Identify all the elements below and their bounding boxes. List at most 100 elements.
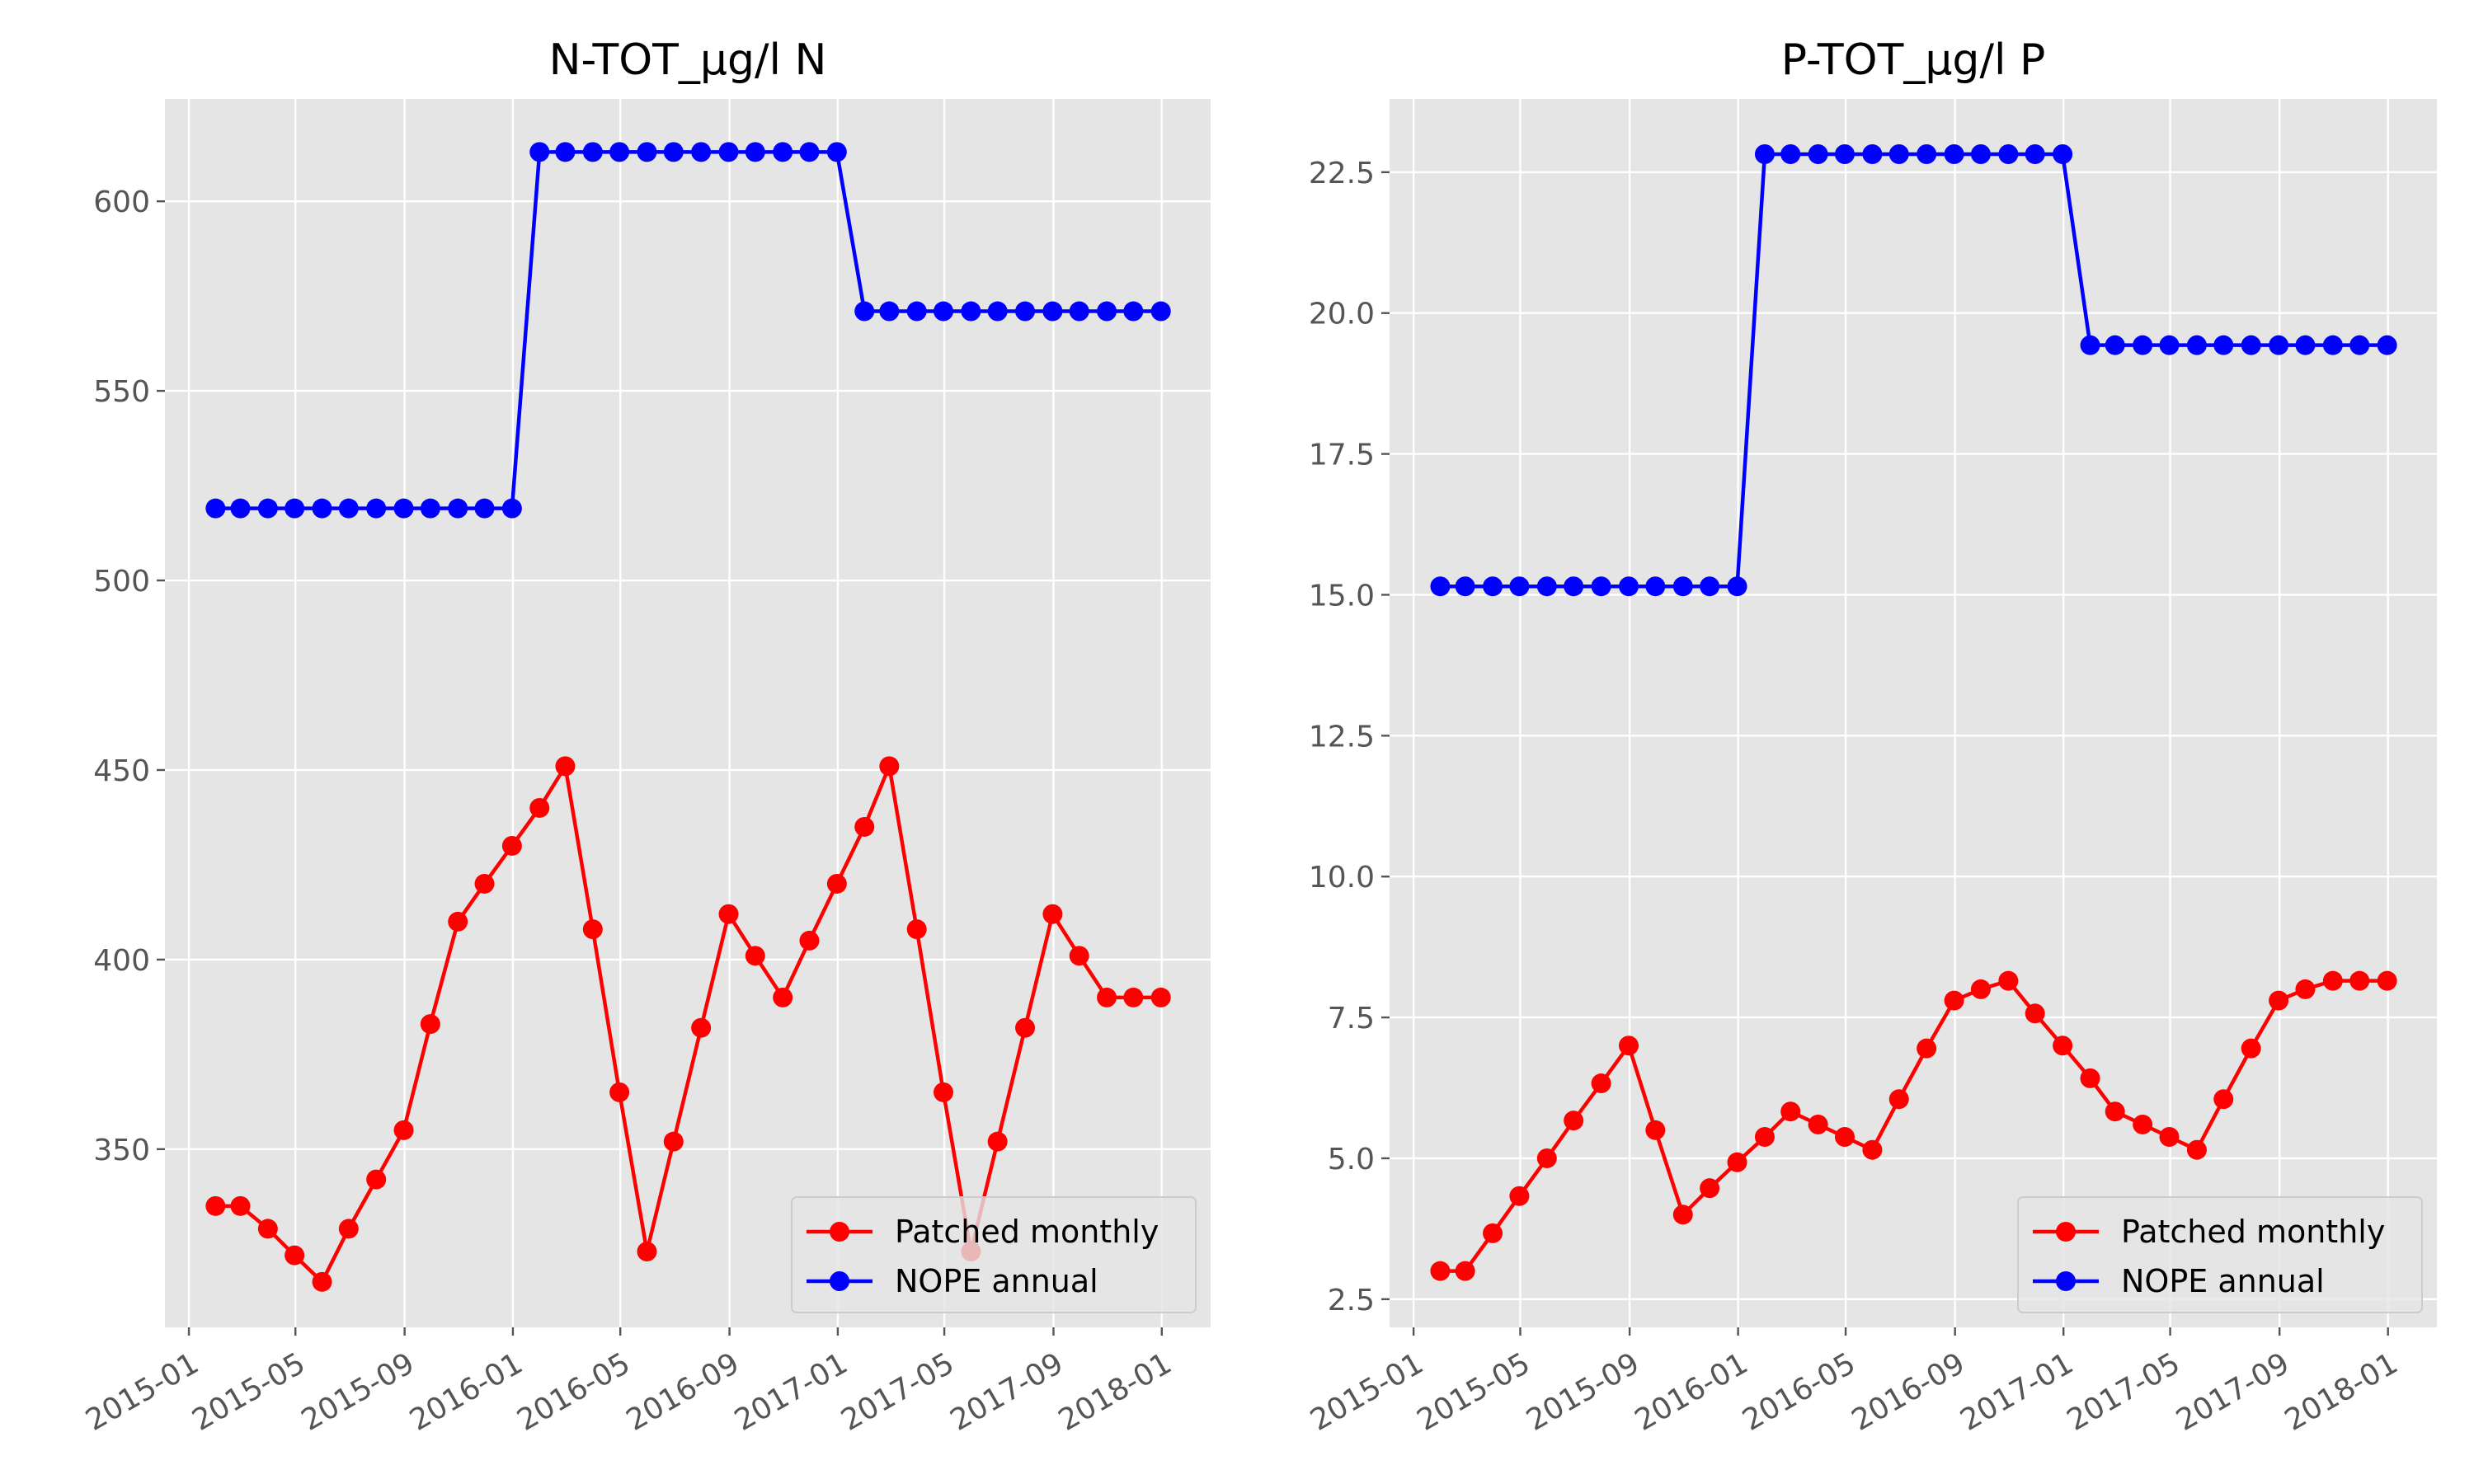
data-point-nope-annual [2213,335,2234,355]
data-point-patched-monthly [420,1014,440,1035]
data-point-nope-annual [1727,576,1747,597]
data-point-patched-monthly [501,835,522,856]
data-point-patched-monthly [1780,1101,1801,1122]
data-point-patched-monthly [637,1242,657,1262]
x-tick-label: 2018-01 [2279,1346,2404,1438]
y-tick-label: 500 [93,565,150,599]
data-point-patched-monthly [1042,904,1063,924]
x-tick-label: 2017-01 [729,1346,854,1438]
data-point-patched-monthly [1998,970,2019,991]
x-tick-label: 2017-09 [2171,1346,2295,1438]
y-tick-label: 400 [93,944,150,978]
data-point-nope-annual [2133,335,2153,355]
data-point-patched-monthly [663,1131,684,1152]
data-point-patched-monthly [934,1082,954,1102]
data-point-patched-monthly [2349,970,2370,991]
chart-p-tot: P-TOT_µg/l P 2.5 5.0 7.5 10.0 12.5 15.0 17.5 20… [1305,35,2437,1438]
data-point-patched-monthly [1123,987,1144,1007]
data-point-nope-annual [205,498,226,519]
legend-label-patched-monthly: Patched monthly [895,1214,1159,1250]
data-point-nope-annual [2322,335,2343,355]
chart-n-tot: N-TOT_µg/l N 3504004505005506002015-0120… [80,35,1211,1438]
data-point-nope-annual [285,498,305,519]
data-point-nope-annual [2053,143,2073,164]
y-tick-label: 10.0 [1309,861,1375,895]
legend-label-patched-monthly: Patched monthly [2121,1214,2385,1250]
data-point-patched-monthly [2269,990,2289,1011]
x-tick-label: 2016-05 [511,1346,636,1438]
y-tick-label: 5.0 [1328,1143,1375,1176]
data-point-nope-annual [420,498,440,519]
x-tick-label: 2015-01 [1305,1346,1429,1438]
data-point-patched-monthly [2080,1068,2100,1088]
x-tick-label: 2015-01 [80,1346,205,1438]
data-point-patched-monthly [2025,1003,2045,1024]
legend-marker-nope-annual [2056,1271,2076,1291]
data-point-nope-annual [2186,335,2207,355]
data-point-nope-annual [609,142,630,162]
data-point-patched-monthly [1834,1126,1855,1147]
data-point-nope-annual [448,498,468,519]
data-point-nope-annual [691,142,712,162]
y-tick-label: 22.5 [1309,157,1375,190]
data-point-patched-monthly [1754,1126,1775,1147]
data-point-patched-monthly [691,1017,712,1038]
data-point-nope-annual [987,301,1008,322]
y-tick-label: 450 [93,754,150,788]
data-point-nope-annual [257,498,278,519]
legend-marker-patched-monthly [830,1222,849,1242]
y-tick-label: 600 [93,186,150,219]
data-point-nope-annual [1862,143,1883,164]
data-point-patched-monthly [2186,1139,2207,1160]
data-point-patched-monthly [366,1169,387,1190]
y-tick-label: 7.5 [1328,1002,1375,1036]
x-tick-label: 2017-01 [1954,1346,2079,1438]
data-point-patched-monthly [1483,1223,1503,1243]
data-point-nope-annual [2295,335,2316,355]
data-point-nope-annual [1097,301,1117,322]
data-point-patched-monthly [2295,979,2316,999]
legend-label-nope-annual: NOPE annual [2121,1263,2325,1299]
legend-marker-nope-annual [830,1271,849,1291]
data-point-nope-annual [1672,576,1693,597]
data-point-patched-monthly [2133,1114,2153,1134]
legend [791,1196,1197,1313]
data-point-nope-annual [1042,301,1063,322]
data-point-nope-annual [1509,576,1530,597]
y-tick-label: 2.5 [1328,1284,1375,1317]
data-point-patched-monthly [826,873,847,894]
data-point-nope-annual [854,301,875,322]
data-point-nope-annual [474,498,495,519]
data-point-nope-annual [1645,576,1666,597]
data-point-nope-annual [718,142,739,162]
data-point-nope-annual [1970,143,1991,164]
data-point-nope-annual [582,142,603,162]
data-point-nope-annual [529,142,550,162]
data-point-patched-monthly [1150,987,1171,1007]
x-tick-label: 2016-09 [621,1346,745,1438]
data-point-patched-monthly [1727,1152,1747,1172]
data-point-nope-annual [1564,576,1584,597]
data-point-patched-monthly [1672,1205,1693,1225]
data-point-patched-monthly [312,1271,332,1292]
x-tick-label: 2016-01 [1630,1346,1754,1438]
chart-title: P-TOT_µg/l P [1781,35,2046,85]
data-point-patched-monthly [773,987,793,1007]
data-point-patched-monthly [1097,987,1117,1007]
data-point-patched-monthly [879,756,900,777]
data-point-patched-monthly [1888,1089,1909,1110]
data-point-nope-annual [1619,576,1639,597]
data-point-patched-monthly [1430,1261,1451,1281]
data-point-nope-annual [1123,301,1144,322]
data-point-patched-monthly [987,1131,1008,1152]
data-point-nope-annual [501,498,522,519]
data-point-nope-annual [2080,335,2100,355]
data-point-patched-monthly [1536,1148,1557,1168]
data-point-patched-monthly [285,1245,305,1266]
legend-label-nope-annual: NOPE annual [895,1263,1098,1299]
data-point-nope-annual [393,498,414,519]
x-tick-label: 2016-09 [1846,1346,1971,1438]
data-point-nope-annual [1834,143,1855,164]
data-point-patched-monthly [609,1082,630,1102]
data-point-nope-annual [366,498,387,519]
